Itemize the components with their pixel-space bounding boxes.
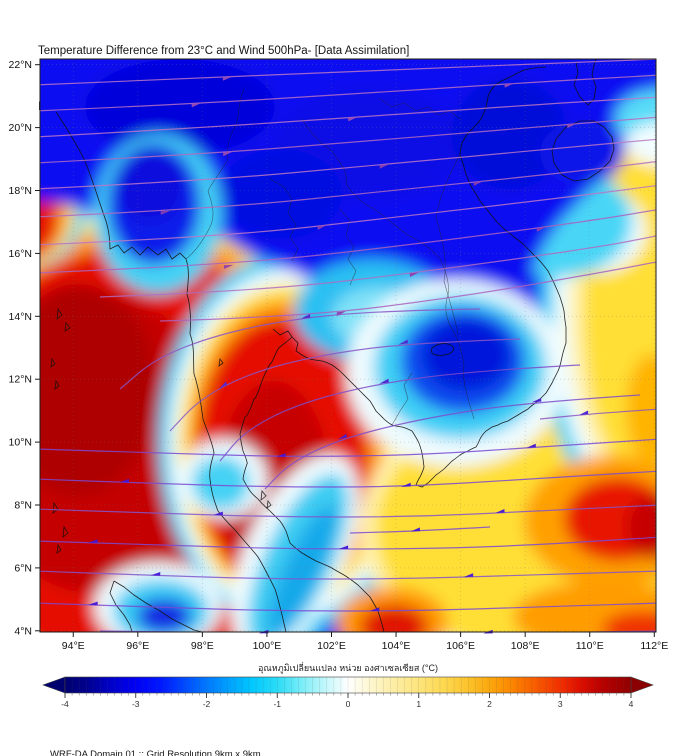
svg-text:98°E: 98°E (191, 640, 214, 652)
svg-text:0: 0 (346, 699, 351, 709)
svg-text:-2: -2 (203, 699, 211, 709)
colorbar-cell-separators (71, 677, 625, 693)
svg-text:4°N: 4°N (14, 625, 32, 637)
y-axis-labels: 22°N 20°N 18°N 16°N 14°N 12°N 10°N 8°N 6°N 4°N (9, 59, 40, 637)
svg-text:108°E: 108°E (511, 640, 540, 652)
svg-text:6°N: 6°N (14, 562, 32, 574)
temperature-field (40, 59, 656, 632)
small-islands (50, 307, 272, 554)
svg-text:-1: -1 (273, 699, 281, 709)
svg-text:1: 1 (416, 699, 421, 709)
svg-text:2: 2 (487, 699, 492, 709)
colorbar-label: อุณหภูมิเปลี่ยนแปลง หน่วย องศาเซลเซียส (… (258, 661, 438, 674)
svg-text:4: 4 (629, 699, 634, 709)
map-plot: 22°N 20°N 18°N 16°N 14°N 12°N 10°N 8°N 6°N 4°N 94… (9, 58, 668, 652)
footer: WRF-DA Domain 01 :: Grid Resolution 9km … (50, 719, 575, 756)
inland-borders (185, 88, 475, 426)
svg-text:10°N: 10°N (9, 437, 32, 449)
svg-text:12°N: 12°N (9, 374, 32, 386)
svg-text:110°E: 110°E (576, 640, 604, 652)
svg-text:102°E: 102°E (317, 640, 346, 652)
title-line1: Temperature Difference from 23°C and Win… (38, 45, 410, 57)
colorbar-left-arrow (42, 676, 66, 694)
svg-text:8°N: 8°N (14, 500, 32, 512)
svg-text:-4: -4 (61, 699, 69, 709)
colorbar: อุณหภูมิเปลี่ยนแปลง หน่วย องศาเซลเซียส (… (42, 661, 654, 709)
svg-text:100°E: 100°E (253, 640, 282, 652)
svg-text:104°E: 104°E (382, 640, 411, 652)
map-border (39, 58, 657, 633)
svg-text:106°E: 106°E (446, 640, 475, 652)
svg-text:22°N: 22°N (9, 59, 32, 71)
svg-text:3: 3 (558, 699, 563, 709)
footer-domain-info: WRF-DA Domain 01 :: Grid Resolution 9km … (50, 749, 261, 756)
coastlines (55, 59, 615, 632)
colorbar-right-arrow (630, 676, 654, 694)
svg-text:-3: -3 (132, 699, 140, 709)
svg-text:96°E: 96°E (126, 640, 149, 652)
svg-text:112°E: 112°E (640, 640, 668, 652)
svg-text:14°N: 14°N (9, 311, 32, 323)
wind-streamlines (40, 59, 656, 638)
x-axis-labels: 94°E 96°E 98°E 100°E 102°E 104°E 106°E 108°E 110… (62, 632, 668, 652)
svg-text:16°N: 16°N (9, 248, 32, 260)
svg-text:94°E: 94°E (62, 640, 85, 652)
svg-text:18°N: 18°N (9, 185, 32, 197)
svg-text:20°N: 20°N (9, 122, 32, 134)
colorbar-ticks: -4 -3 -2 -1 0 1 2 3 4 (61, 693, 634, 709)
